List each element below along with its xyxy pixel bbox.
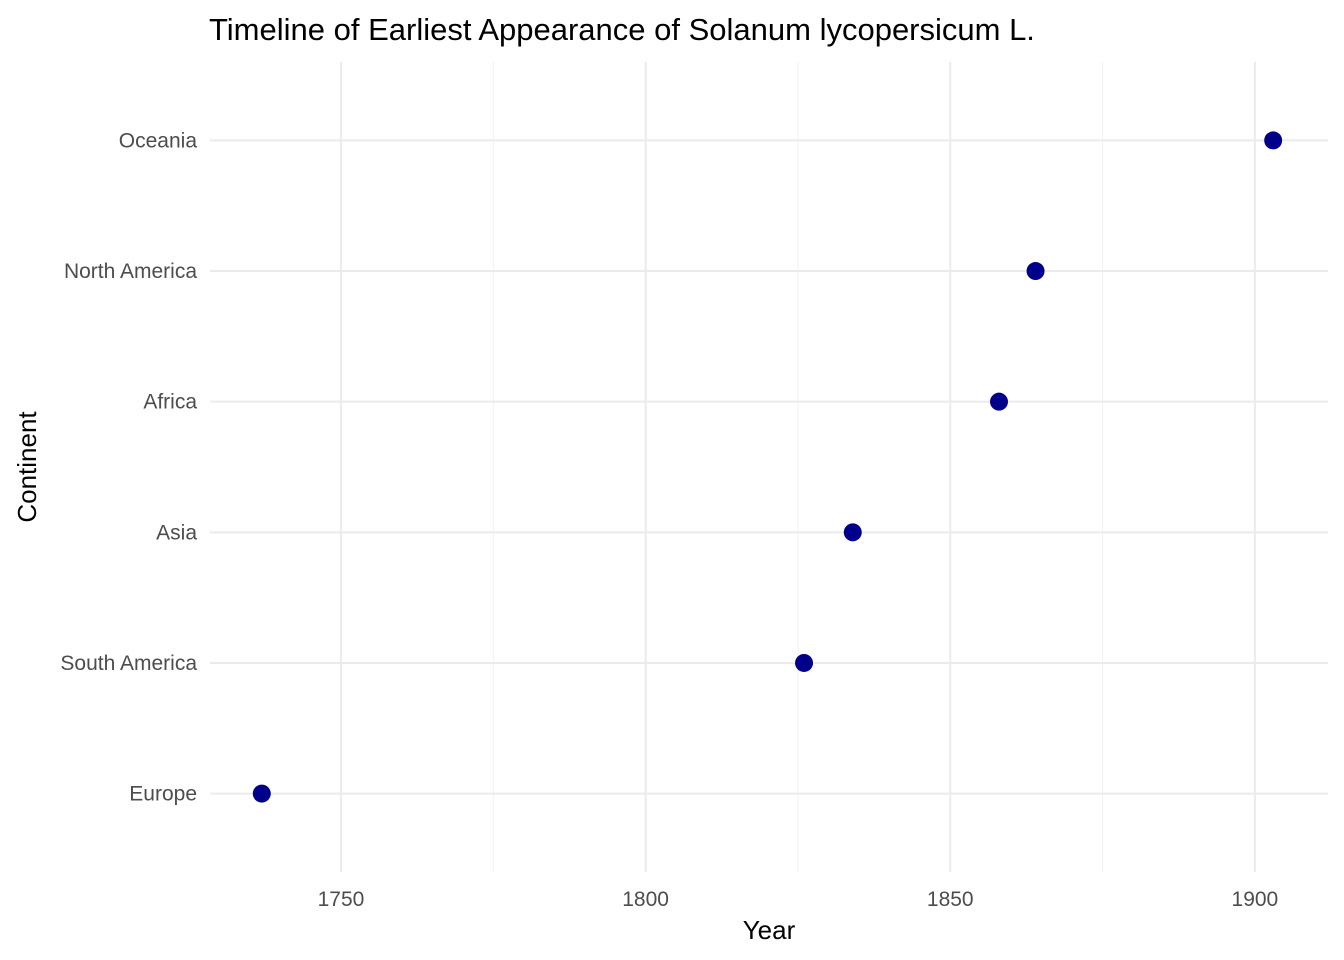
- data-point: [1264, 131, 1283, 150]
- x-tick-label: 1750: [318, 888, 365, 911]
- data-point: [1026, 262, 1045, 281]
- data-point: [252, 784, 271, 803]
- y-tick-label: Asia: [156, 521, 197, 544]
- data-points: [252, 131, 1283, 803]
- grid: [210, 62, 1328, 872]
- y-tick-label: Europe: [129, 783, 197, 806]
- data-point: [795, 653, 814, 672]
- x-tick-label: 1900: [1232, 888, 1279, 911]
- x-tick-label: 1850: [927, 888, 974, 911]
- x-tick-label: 1800: [622, 888, 669, 911]
- y-tick-label: Oceania: [119, 129, 198, 152]
- data-point: [989, 392, 1008, 411]
- chart-title: Timeline of Earliest Appearance of Solan…: [209, 12, 1035, 47]
- x-axis-title: Year: [743, 915, 796, 945]
- x-tick-labels: 1750 1800 1850 1900: [318, 888, 1279, 911]
- y-tick-labels: Europe South America Asia Africa North Ameri…: [60, 129, 197, 805]
- y-tick-label: South America: [60, 652, 197, 675]
- y-axis-title: Continent: [12, 411, 42, 523]
- y-tick-label: Africa: [143, 391, 197, 414]
- data-point: [843, 523, 862, 542]
- y-tick-label: North America: [64, 260, 197, 283]
